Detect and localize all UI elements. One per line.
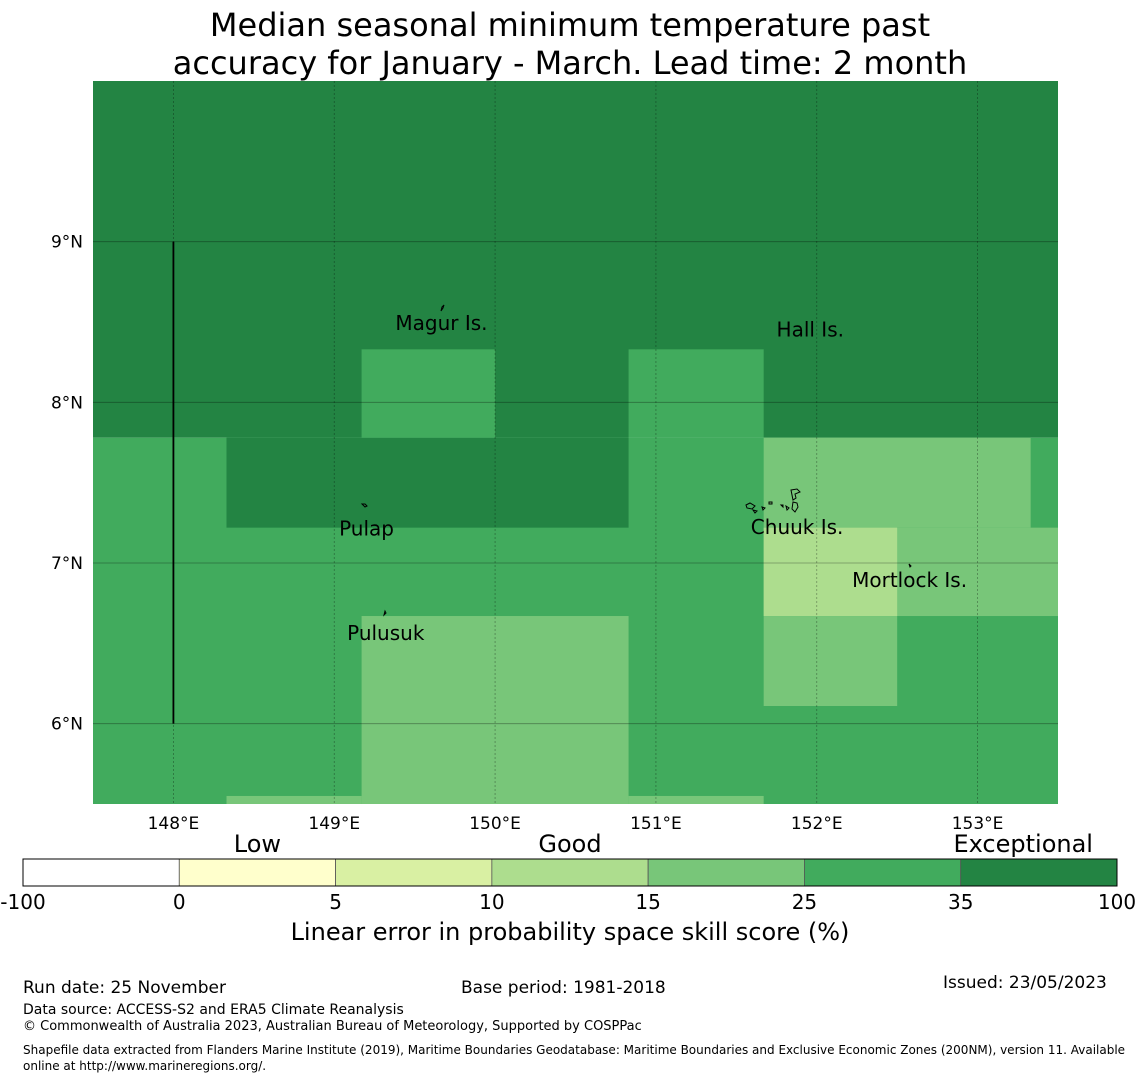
legend-category-labels: Low Good Exceptional [234,830,1093,858]
skill-cell-11 [628,795,764,804]
colorbar-ticks: -100 0 5 10 15 25 35 100 [0,890,1136,914]
lon-tick-label: 151°E [630,814,682,830]
place-label: Pulusuk [347,621,425,645]
lat-tick-label: 6°N [51,715,83,735]
legend-color-bins [22,858,1118,887]
axis-ticks: 148°E 149°E 150°E 151°E 152°E 153°E 9°N 8°N 7°N 6… [51,233,1003,830]
copyright-notice: © Commonwealth of Australia 2023, Austra… [23,1019,642,1034]
legend-frame [22,858,1118,887]
legend-tick-labels: -100 0 5 10 15 25 35 100 [0,890,1136,914]
base-period: Base period: 1981-2018 [461,978,666,998]
island-outlines [360,304,912,617]
graticule [93,81,1058,804]
skill-cell-5 [763,437,1031,528]
legend-tick-label: 100 [1098,890,1136,914]
magur-island-outline [440,304,445,312]
data-source: Data source: ACCESS-S2 and ERA5 Climate … [23,1002,404,1018]
legend-bin-15-25 [647,858,805,887]
colorbar-axis-label: Linear error in probability space skill … [290,918,850,946]
lon-tick-label: 153°E [952,814,1004,830]
map-title-line2: accuracy for January - March. Lead time:… [172,44,968,82]
place-label: Mortlock Is. [852,568,967,592]
colorbar-legend: Low Good Exceptional [22,830,1118,887]
lat-tick-label: 8°N [51,393,83,413]
legend-bin-35-100 [960,858,1118,887]
skill-cell-4 [628,349,764,438]
mortlock-island-outline [908,563,912,568]
pulusuk-island-outline [383,609,387,617]
legend-tick-label: 10 [479,890,504,914]
shapefile-credit: Shapefile data extracted from Flanders M… [23,1043,1126,1073]
legend-tick-label: -100 [0,890,45,914]
skill-cell-8 [763,616,898,706]
legend-bin-5-10 [335,858,493,887]
skill-cell-9 [361,616,629,804]
skill-cells [93,81,1058,804]
legend-bin-25-35 [804,858,962,887]
lat-tick-label: 9°N [51,233,83,253]
skill-cell-3 [361,349,496,438]
pulap-island-outline [360,503,368,508]
place-labels: Magur Is. Hall Is. Pulap Chuuk Is. Mortlock … [339,311,967,645]
lon-tick-label: 148°E [148,814,200,830]
lat-tick-label: 7°N [51,554,83,574]
issued-date: Issued: 23/05/2023 [943,973,1107,993]
legend-bin-10-15 [491,858,649,887]
legend-category-label: Good [538,830,601,858]
legend-category-label: Low [234,830,281,858]
skill-cell-2 [226,437,629,528]
legend-bin-0-5 [178,858,336,887]
lon-tick-label: 150°E [469,814,521,830]
legend-category-label: Exceptional [953,830,1093,858]
skill-cell-7 [763,527,898,617]
run-date: Run date: 25 November [23,978,226,998]
map-plot: Magur Is. Hall Is. Pulap Chuuk Is. Mortlock … [51,81,1058,830]
lon-tick-label: 149°E [308,814,360,830]
place-label: Hall Is. [777,317,844,341]
map-title-line1: Median seasonal minimum temperature past [209,6,931,44]
legend-tick-label: 5 [329,890,342,914]
place-label: Pulap [339,517,394,541]
lon-tick-label: 152°E [791,814,843,830]
legend-tick-label: 35 [948,890,973,914]
legend-tick-label: 0 [173,890,186,914]
chuuk-island-outline [745,488,801,514]
place-label: Magur Is. [395,311,487,335]
skill-cell-0 [93,81,1058,438]
place-label: Chuuk Is. [751,515,844,539]
legend-tick-label: 15 [635,890,660,914]
legend-tick-label: 25 [792,890,817,914]
legend-bin--100-0 [22,858,180,887]
skill-cell-10 [226,795,362,804]
